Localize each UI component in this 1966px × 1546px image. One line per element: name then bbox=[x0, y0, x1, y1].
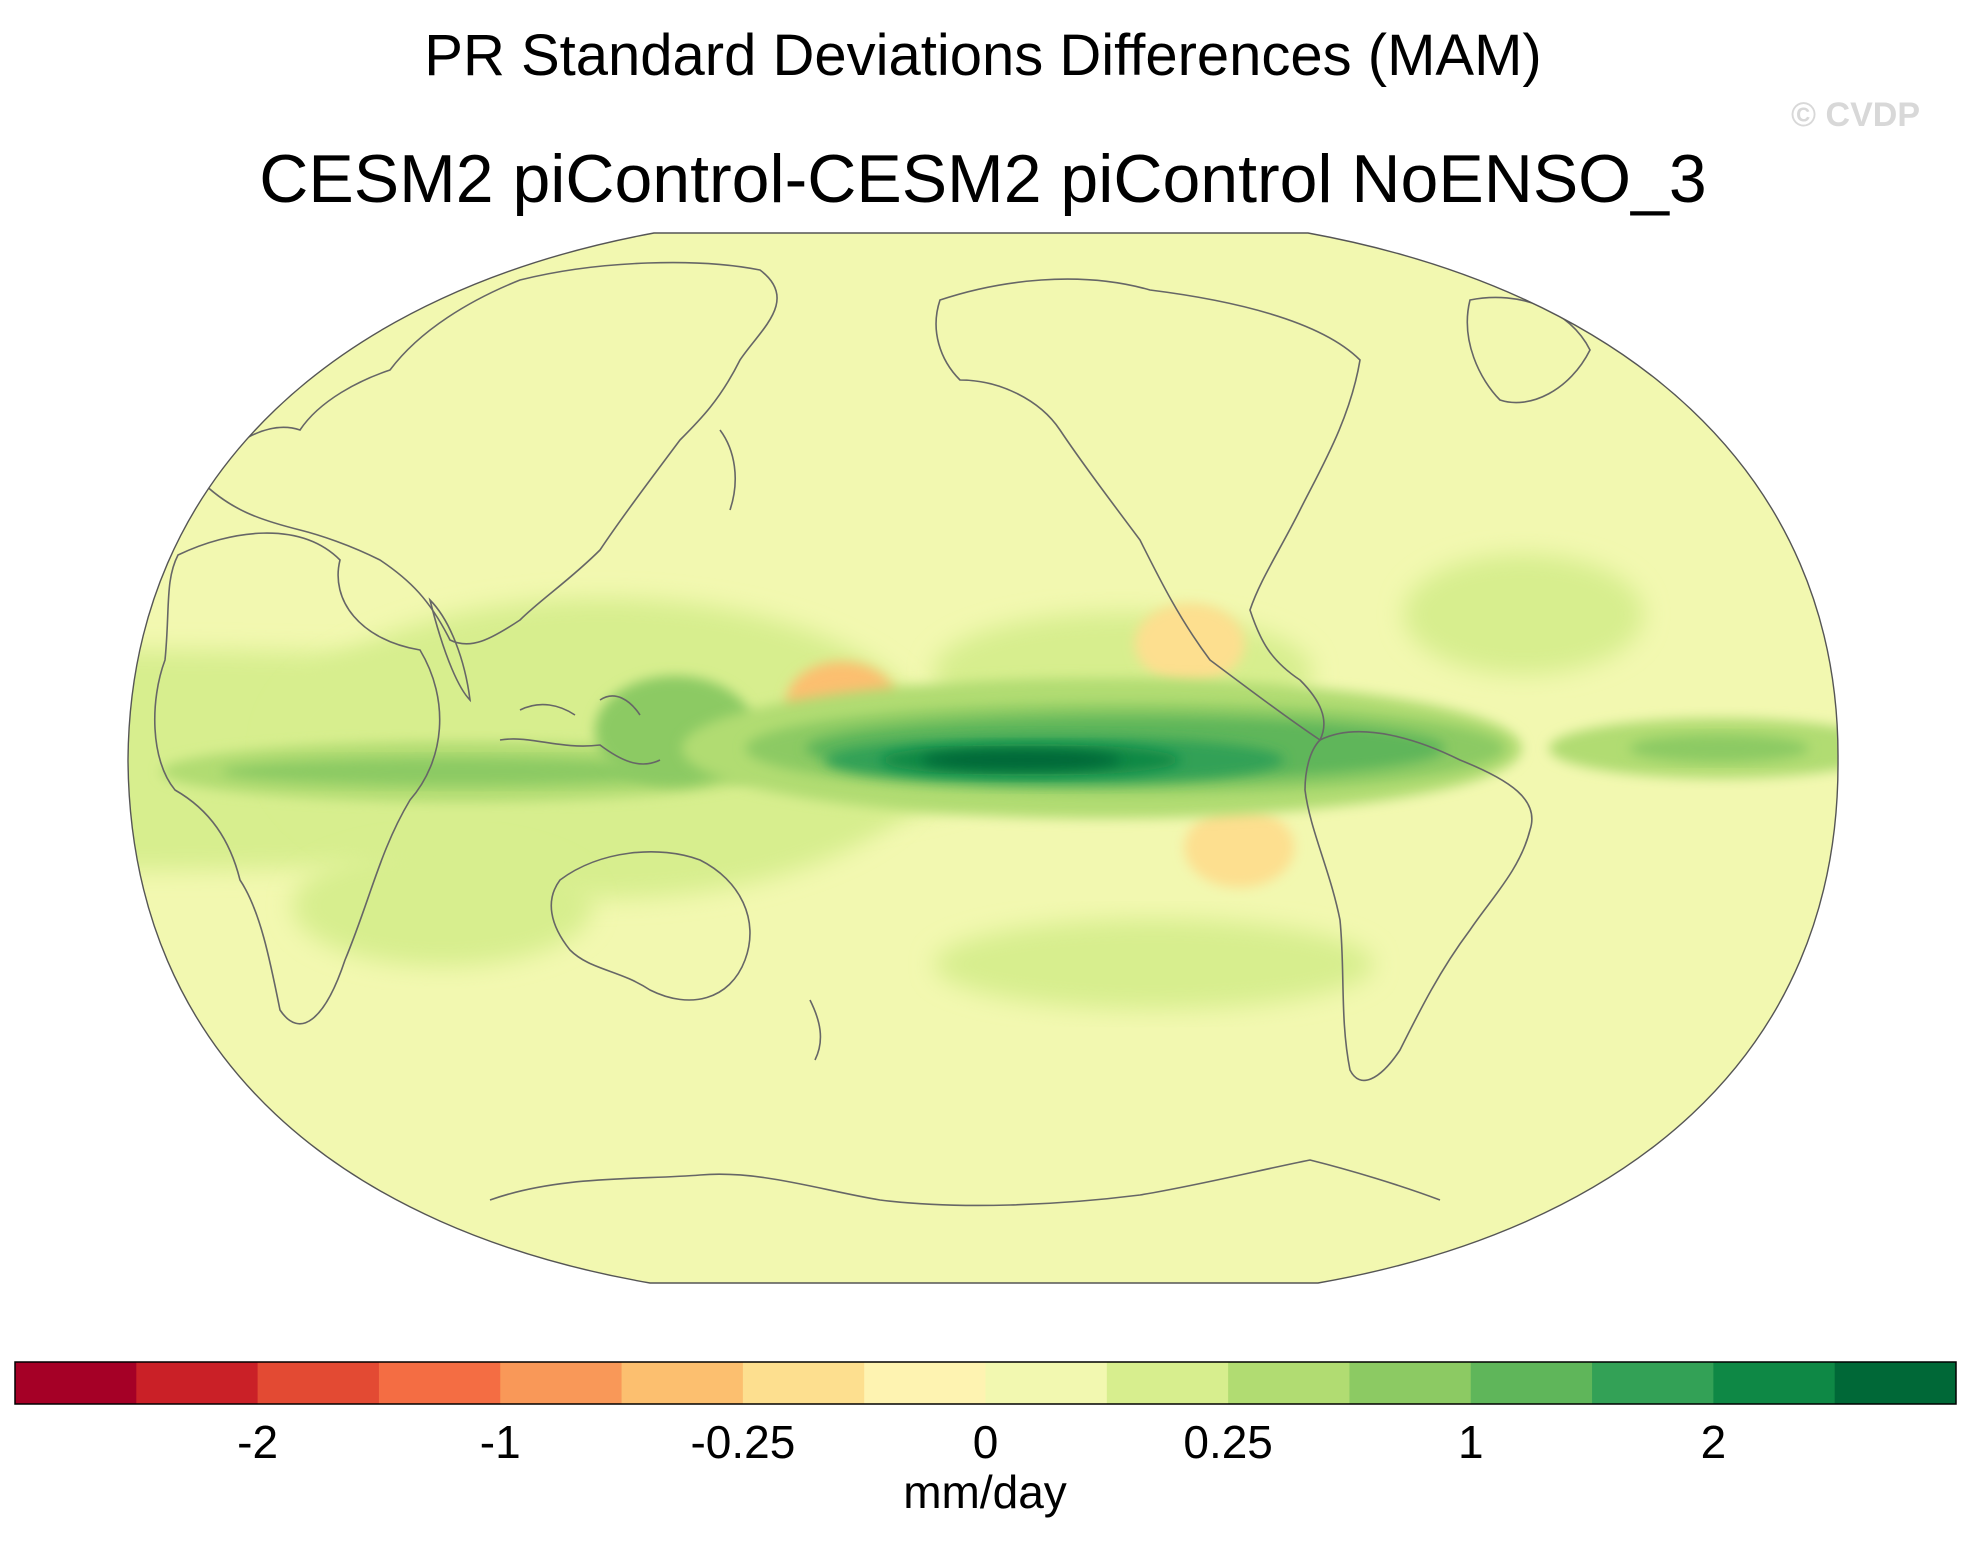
india-outline bbox=[428, 597, 472, 703]
colorbar-tick-label: 0 bbox=[973, 1416, 999, 1468]
caribbean-wet bbox=[1403, 554, 1644, 675]
new-zealand-outline bbox=[809, 999, 822, 1061]
south-pacific-wet bbox=[934, 919, 1375, 1010]
colorbar-box bbox=[500, 1362, 623, 1404]
colorbar-box bbox=[1834, 1362, 1957, 1404]
south-america-outline bbox=[1304, 730, 1533, 1082]
colorbar-box bbox=[864, 1362, 986, 1404]
antarctica-outline bbox=[489, 1159, 1441, 1207]
colorbar-units: mm/day bbox=[903, 1466, 1067, 1518]
colorbar-frame bbox=[14, 1361, 1957, 1405]
chart-subtitle: CESM2 piControl-CESM2 piControl NoENSO_3 bbox=[259, 141, 1707, 217]
africa-outline bbox=[153, 532, 441, 1025]
colorbar-box bbox=[1713, 1362, 1836, 1404]
equatorial-pacific-maximum bbox=[921, 750, 1121, 770]
australia-outline bbox=[550, 851, 751, 1001]
colorbar-box bbox=[742, 1362, 865, 1404]
indian-ocean-band bbox=[220, 757, 701, 786]
colorbar-box bbox=[136, 1362, 259, 1404]
colorbar-box bbox=[1470, 1362, 1593, 1404]
colorbar-box bbox=[1349, 1362, 1472, 1404]
colorbar-box bbox=[1106, 1362, 1229, 1404]
colorbar-tick-label: 2 bbox=[1701, 1416, 1727, 1468]
indonesia-outline bbox=[499, 695, 661, 765]
indian-subtropic-wet bbox=[292, 845, 593, 966]
chart-title: PR Standard Deviations Differences (MAM) bbox=[424, 23, 1542, 88]
colorbar-box bbox=[1592, 1362, 1714, 1404]
colorbar-box bbox=[257, 1362, 380, 1404]
colorbar-tick-label: 1 bbox=[1458, 1416, 1484, 1468]
japan-outline bbox=[719, 429, 736, 511]
atlantic-itcz bbox=[1629, 734, 1810, 763]
continent-outlines bbox=[153, 261, 1591, 1207]
colorbar-tick-label: -0.25 bbox=[690, 1416, 795, 1468]
north-pacific-dry bbox=[1134, 603, 1245, 684]
eurasia-outline bbox=[198, 261, 778, 645]
cvdp-watermark: © CVDP bbox=[1791, 96, 1920, 134]
south-pacific-dry bbox=[1184, 807, 1295, 888]
colorbar-tick-label: 0.25 bbox=[1183, 1416, 1273, 1468]
colorbar-tick-label: -2 bbox=[237, 1416, 278, 1468]
colorbar-box bbox=[621, 1362, 744, 1404]
colorbar-box bbox=[985, 1362, 1108, 1404]
colorbar-box bbox=[378, 1362, 501, 1404]
north-america-outline bbox=[935, 278, 1361, 742]
colorbar-tick-label: -1 bbox=[480, 1416, 521, 1468]
colorbar-box bbox=[15, 1362, 137, 1404]
colorbar-box bbox=[1228, 1362, 1350, 1404]
